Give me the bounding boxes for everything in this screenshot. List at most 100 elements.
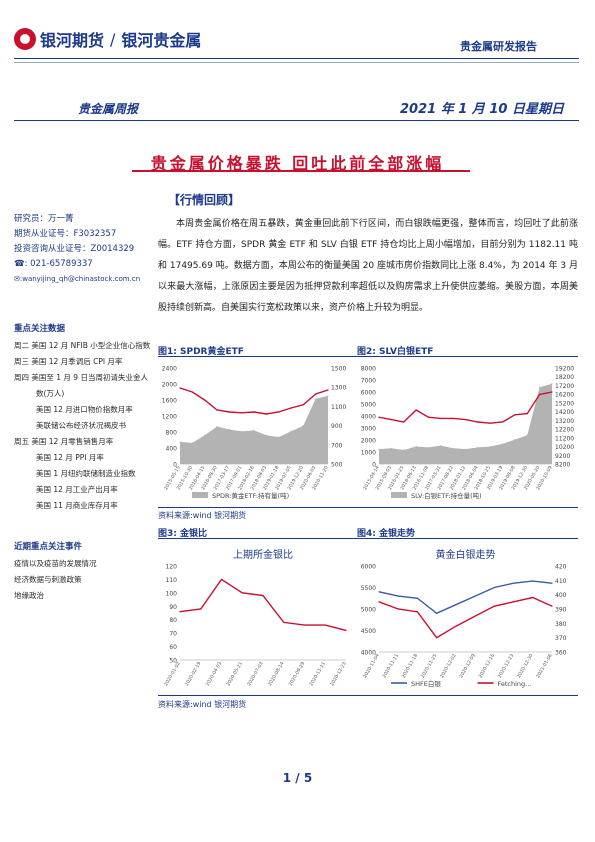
data-point — [436, 637, 438, 639]
data-point — [378, 601, 380, 603]
data-point — [539, 386, 541, 388]
series-line-1 — [378, 596, 553, 639]
focus-data-item: 周五 美国 12 月零售销售月率 — [14, 437, 114, 446]
right-tick-label: 14200 — [555, 409, 574, 416]
subheader-divider — [14, 120, 579, 121]
left-tick-label: 4000 — [361, 650, 376, 657]
right-tick-label: 370 — [555, 635, 567, 642]
data-point — [532, 580, 534, 582]
x-tick-label: 2020-12-30 — [516, 653, 535, 679]
x-tick-label: 2020-12-09 — [458, 653, 477, 679]
left-tick-label: 1000 — [361, 450, 376, 457]
x-tick-label: 2020-11-11 — [381, 653, 400, 679]
left-tick-label: 5000 — [361, 607, 376, 614]
data-point — [440, 417, 442, 419]
left-tick-label: 0 — [173, 462, 177, 469]
data-point — [390, 447, 392, 449]
data-point — [474, 615, 476, 617]
data-point — [452, 417, 454, 419]
focus-data-list: 周二 美国 12 月 NFIB 小型企业信心指数 周三 美国 12 月季调后 CP… — [14, 338, 154, 514]
x-tick-label: 2020-11-18 — [401, 653, 420, 679]
phone: ☎: 021-65789337 — [14, 259, 93, 269]
data-point — [514, 438, 516, 441]
data-point — [216, 425, 218, 428]
data-point — [200, 608, 202, 610]
data-point — [436, 612, 438, 614]
data-point — [452, 447, 454, 449]
fig-bottom-divider — [158, 695, 578, 696]
data-point — [455, 625, 457, 627]
left-tick-label: 50 — [169, 658, 177, 665]
left-tick-label: 1200 — [162, 414, 177, 421]
left-tick-label: 7000 — [361, 378, 376, 385]
left-tick-label: 8000 — [361, 366, 376, 373]
legend-label: SLV:白银ETF:持仓量(吨) — [411, 491, 482, 500]
data-point — [526, 413, 528, 415]
x-tick-label: 2020-08-14 — [267, 661, 286, 687]
focus-data-panel: 重点关注数据 周二 美国 12 月 NFIB 小型企业信心指数 周三 美国 12 … — [14, 322, 154, 514]
data-point — [474, 595, 476, 597]
series-line-0 — [378, 580, 553, 615]
left-tick-label: 400 — [166, 446, 178, 453]
left-tick-label: 6000 — [361, 390, 376, 397]
data-point — [324, 624, 326, 626]
data-point — [427, 416, 430, 418]
focus-event-item: 经济数据与刺激政策 — [14, 575, 82, 584]
data-point — [489, 422, 491, 424]
email: ✉:wanyijing_qh@chinastock.com.cn — [14, 275, 141, 283]
x-tick-label: 2020-12-23 — [329, 661, 348, 687]
data-point — [253, 411, 255, 413]
data-point — [290, 430, 292, 432]
data-point — [416, 611, 419, 613]
left-tick-label: 1600 — [162, 398, 177, 405]
data-point — [427, 446, 430, 449]
data-point — [551, 383, 553, 385]
left-tick-label: 5000 — [361, 402, 376, 409]
data-point — [191, 442, 193, 444]
legend-label: SPDR:黄金ETF:持有量(吨) — [212, 491, 289, 500]
left-tick-label: 100 — [166, 590, 178, 597]
right-tick-label: 19200 — [555, 366, 574, 373]
series-line-1 — [378, 391, 553, 424]
data-point — [415, 445, 417, 448]
left-tick-label: 4500 — [361, 628, 376, 635]
x-tick-label: 2020-04-03 — [205, 661, 224, 687]
header-divider-thin — [14, 62, 579, 63]
left-tick-label: 60 — [169, 644, 177, 651]
focus-data-item: 周四 美国至 1 月 9 日当周初请失业金人 — [14, 373, 148, 382]
data-point — [489, 445, 491, 448]
right-tick-label: 17200 — [555, 383, 574, 390]
data-point — [302, 425, 304, 427]
brand-name: 银河期货 — [40, 31, 105, 50]
chart-title: 黄金白银走势 — [436, 548, 496, 561]
galaxy-logo-icon — [14, 28, 36, 50]
brand-separator: / — [110, 29, 116, 49]
data-point — [179, 441, 181, 443]
sub-brand-name: 银河贵金属 — [121, 31, 202, 50]
data-point — [303, 624, 306, 626]
source-note-2: 资料来源:wind 银河期货 — [158, 700, 247, 709]
x-tick-label: 2020-07-03 — [246, 661, 265, 687]
focus-data-item: 周二 美国 12 月 NFIB 小型企业信心指数 — [14, 341, 151, 350]
fig-mid-divider — [158, 507, 578, 508]
legend-label: SHFE白银 — [411, 679, 441, 688]
data-point — [241, 430, 243, 432]
focus-data-item: 周三 美国 12 月季调后 CPI 月率 — [14, 357, 123, 366]
data-point — [464, 448, 467, 450]
consult-license: 投资咨询从业证号：Z0014329 — [14, 244, 135, 254]
data-point — [179, 387, 181, 389]
left-tick-label: 120 — [166, 564, 178, 571]
data-point — [477, 421, 479, 423]
left-tick-label: 800 — [166, 430, 178, 437]
data-point — [265, 413, 267, 415]
right-tick-label: 8200 — [555, 462, 570, 469]
right-tick-label: 18200 — [555, 374, 574, 381]
data-point — [241, 592, 243, 594]
right-tick-label: 16200 — [555, 392, 574, 399]
focus-data-item: 美国 12 月进口物价指数月率 — [36, 405, 133, 414]
data-point — [512, 601, 515, 603]
data-point — [403, 449, 405, 451]
focus-event-item: 疫情以及疫苗的发展情况 — [14, 559, 97, 568]
series-line-1 — [179, 387, 329, 415]
